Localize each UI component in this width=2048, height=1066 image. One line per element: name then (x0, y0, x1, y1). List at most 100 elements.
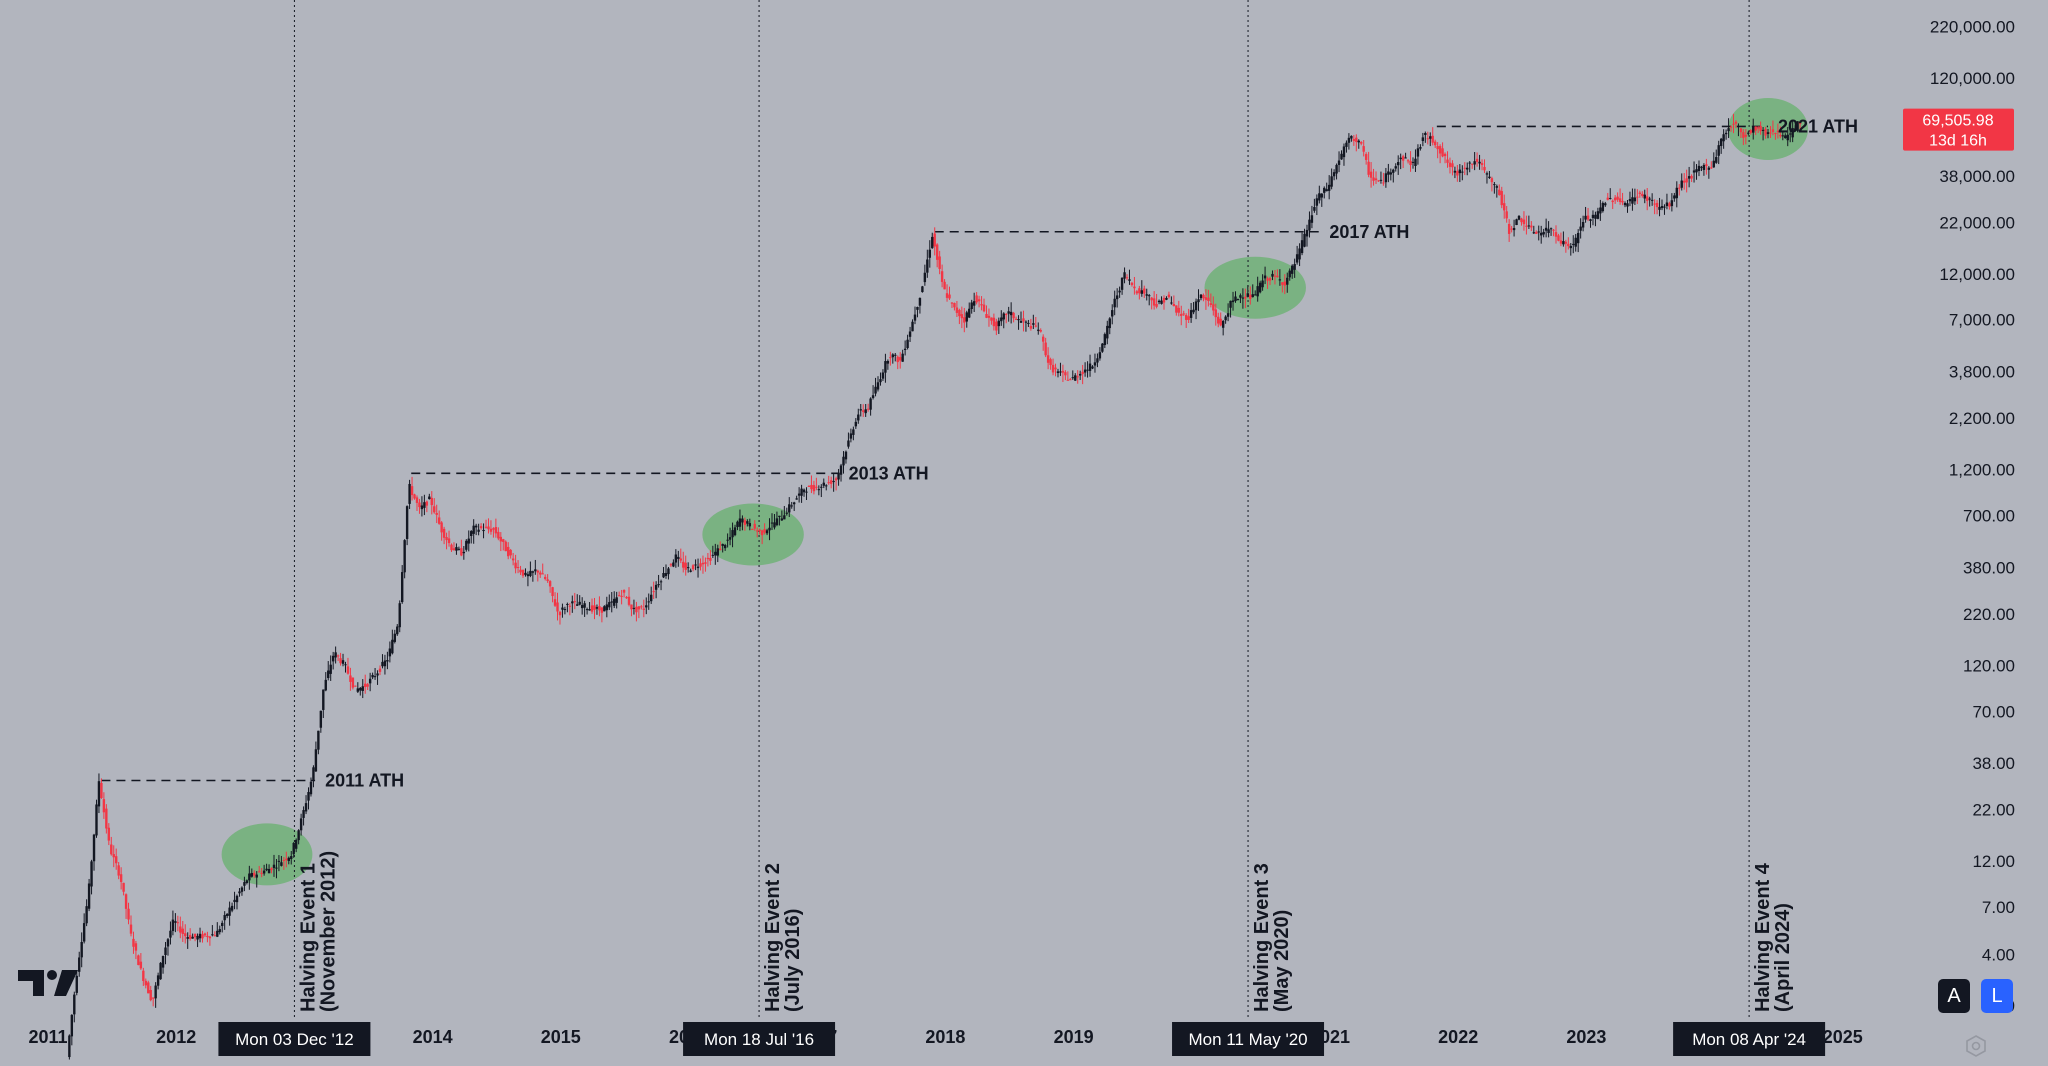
candle-body (331, 655, 335, 662)
date-label-text: Mon 08 Apr '24 (1692, 1030, 1806, 1049)
candle-body (1118, 290, 1121, 293)
auto-scale-button[interactable]: A (1938, 979, 1970, 1013)
candle-body (1495, 186, 1499, 188)
candle-body (657, 584, 660, 586)
candle-body (262, 870, 266, 874)
candle-body (928, 249, 931, 258)
candle-body (364, 683, 367, 687)
candle-body (1012, 312, 1015, 319)
candle-body (196, 935, 199, 940)
candle-body (834, 478, 838, 481)
candle-body (620, 595, 623, 597)
candle-body (1071, 377, 1074, 379)
candle-body (1485, 173, 1489, 175)
candle-body (1320, 193, 1323, 198)
halving-date-label: Mon 11 May '20 (1172, 1022, 1325, 1056)
y-axis-tick: 1,200.00 (1949, 461, 2015, 480)
candle-body (139, 961, 143, 969)
candle-body (238, 891, 241, 894)
candle-body (156, 975, 160, 986)
candle-body (635, 606, 638, 613)
candle-body (770, 522, 774, 524)
candle-body (1480, 162, 1484, 166)
candle-body (1007, 311, 1010, 314)
candle-body (1756, 127, 1760, 129)
candle-body (322, 689, 325, 710)
candle-body (731, 530, 734, 538)
date-label-box (683, 1022, 836, 1056)
candle-body (1781, 135, 1785, 137)
candle-body (1675, 187, 1678, 199)
candle-body (1517, 215, 1521, 220)
candle-body (1697, 165, 1701, 171)
candle-body (201, 934, 204, 939)
candle-body (119, 874, 123, 882)
candle-body (420, 505, 424, 510)
candle-body (743, 520, 747, 525)
candle-body (272, 864, 276, 868)
candle-body (1199, 294, 1203, 299)
candle-body (1111, 310, 1114, 317)
candle-body (346, 666, 350, 674)
y-axis-tick: 12,000.00 (1939, 265, 2015, 284)
candle-body (467, 538, 470, 544)
candle-body (1298, 248, 1301, 260)
candle-body (1522, 219, 1526, 225)
candle-body (874, 386, 877, 394)
candle-body (802, 489, 806, 493)
candle-body (1747, 132, 1750, 134)
candle-body (1564, 241, 1568, 244)
candle-body (186, 937, 189, 939)
candle-body (1377, 180, 1380, 182)
candle-body (995, 321, 998, 331)
candle-body (1421, 137, 1425, 142)
candle-body (191, 936, 194, 939)
log-scale-button[interactable]: L (1981, 979, 2013, 1013)
candle-body (1628, 199, 1632, 202)
candle-body (275, 867, 278, 869)
candle-body (674, 554, 678, 563)
tradingview-logo[interactable] (18, 966, 80, 1005)
candle-body (746, 521, 749, 524)
candle-body (105, 808, 108, 829)
candle-body (563, 609, 567, 611)
candle-body (410, 486, 414, 496)
candle-body (1429, 136, 1432, 139)
candle-body (260, 872, 263, 875)
candle-body (309, 781, 313, 795)
candle-body (179, 926, 182, 933)
candle-body (1527, 225, 1531, 227)
candle-body (499, 536, 503, 542)
candle-body (1251, 294, 1254, 298)
candle-body (1540, 232, 1543, 236)
candle-body (1638, 192, 1642, 194)
candle-body (1443, 153, 1447, 157)
candle-body (1155, 303, 1158, 307)
candle-body (610, 601, 613, 603)
candle-body (935, 244, 939, 260)
candle-body (1752, 126, 1755, 133)
candle-body (447, 538, 451, 544)
candle-body (1000, 317, 1003, 322)
candle-body (408, 483, 411, 504)
candle-body (933, 233, 936, 247)
candle-body (270, 868, 273, 871)
candle-body (400, 572, 404, 603)
candle-body (245, 880, 249, 883)
candle-body (312, 767, 315, 780)
candle-body (1631, 197, 1634, 204)
candle-body (164, 947, 167, 956)
candle-body (1406, 160, 1410, 162)
gear-icon[interactable] (1964, 1034, 1988, 1063)
candle-body (1165, 297, 1168, 300)
candle-body (1303, 233, 1306, 247)
candle-body (699, 563, 702, 567)
candle-body (839, 465, 843, 475)
candle-body (477, 529, 480, 532)
candle-body (686, 567, 690, 569)
y-axis-tick: 38.00 (1972, 754, 2015, 773)
candle-body (73, 994, 76, 1015)
